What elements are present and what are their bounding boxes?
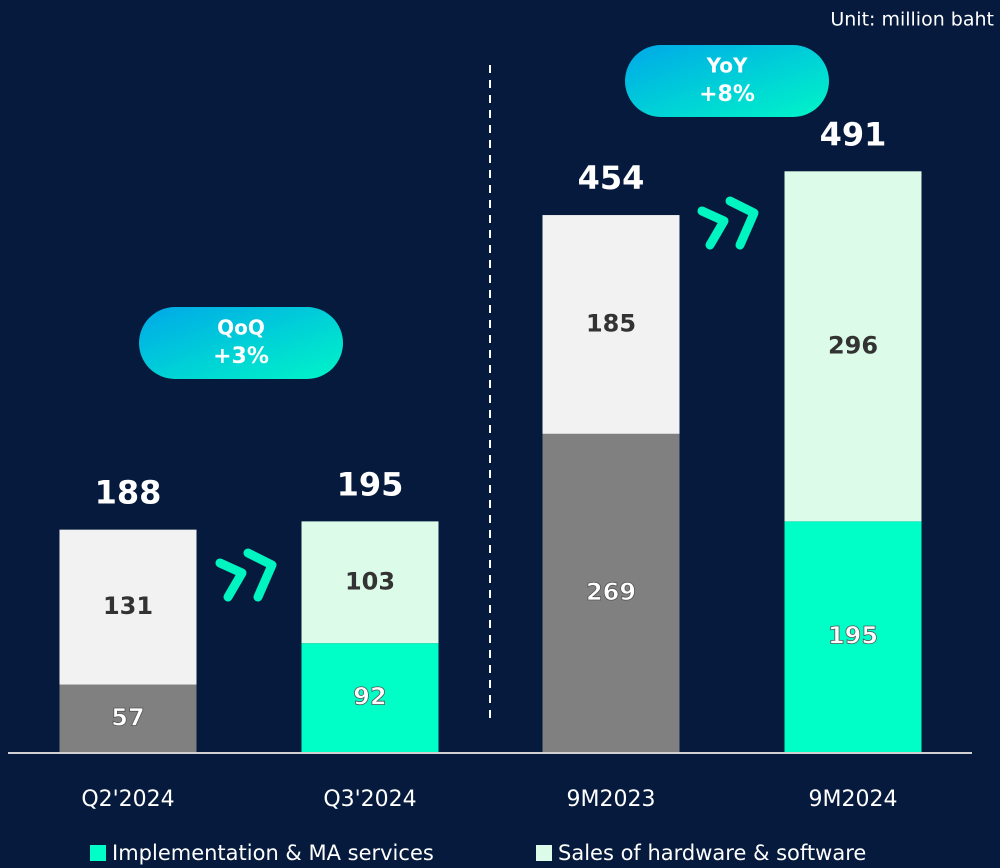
bar-segment bbox=[59, 684, 197, 752]
total-label: 454 bbox=[578, 159, 645, 197]
total-label: 195 bbox=[337, 465, 404, 503]
segment-label: 269 bbox=[586, 578, 636, 606]
annotation-title: QoQ bbox=[217, 316, 265, 340]
bar-segment bbox=[542, 215, 680, 434]
total-label: 188 bbox=[95, 474, 162, 512]
total-label: 491 bbox=[820, 115, 887, 153]
bar-segment bbox=[301, 521, 439, 644]
segment-label: 57 bbox=[111, 703, 144, 731]
annotation-title: YoY bbox=[706, 54, 748, 78]
legend-label: Implementation & MA services bbox=[112, 841, 434, 865]
segment-label: 296 bbox=[828, 331, 878, 359]
segment-label: 195 bbox=[828, 622, 878, 650]
bar-segment bbox=[59, 529, 197, 685]
pill bbox=[139, 307, 343, 379]
bar-segment bbox=[542, 433, 680, 752]
segment-label: 185 bbox=[586, 309, 636, 337]
x-tick-label: 9M2023 bbox=[567, 787, 656, 812]
segment-label: 131 bbox=[103, 592, 153, 620]
annotation-change: +3% bbox=[213, 344, 269, 369]
legend-swatch bbox=[536, 845, 552, 861]
bar-segment bbox=[784, 521, 922, 752]
bar-segment bbox=[301, 643, 439, 752]
segment-label: 92 bbox=[353, 683, 386, 711]
legend-swatch bbox=[90, 845, 106, 861]
x-tick-label: Q2'2024 bbox=[81, 787, 174, 812]
arrows bbox=[215, 196, 759, 602]
x-tick-label: 9M2024 bbox=[809, 787, 898, 812]
x-tick-label: Q3'2024 bbox=[323, 787, 416, 812]
pill bbox=[625, 45, 829, 117]
segment-label: 103 bbox=[345, 567, 395, 595]
annotation-change: +8% bbox=[699, 82, 755, 107]
bar-segment bbox=[784, 171, 922, 522]
legend-label: Sales of hardware & software bbox=[558, 841, 866, 865]
unit-note: Unit: million baht bbox=[830, 9, 994, 31]
